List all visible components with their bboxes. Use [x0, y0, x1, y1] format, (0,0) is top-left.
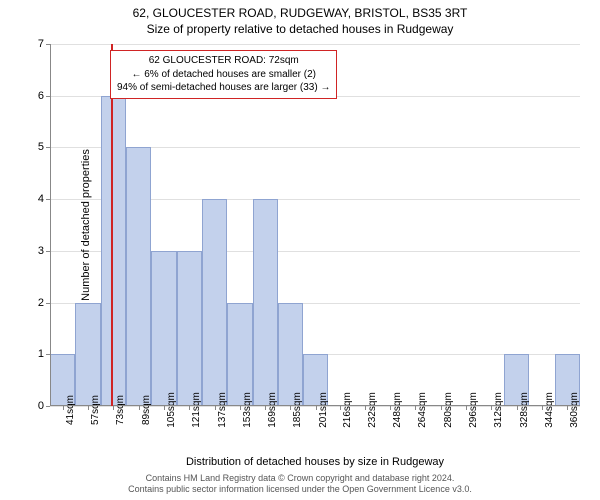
bar — [126, 147, 151, 406]
x-tick-label: 201sqm — [316, 392, 329, 428]
info-box-line-1: ← 6% of detached houses are smaller (2) — [117, 68, 330, 82]
x-tick-label: 89sqm — [139, 395, 152, 425]
x-tick-label: 280sqm — [441, 392, 454, 428]
title-main: 62, GLOUCESTER ROAD, RUDGEWAY, BRISTOL, … — [0, 0, 600, 20]
info-box: 62 GLOUCESTER ROAD: 72sqm← 6% of detache… — [110, 50, 337, 99]
y-axis-line — [50, 44, 51, 406]
x-tick-label: 360sqm — [567, 392, 580, 428]
x-tick-label: 344sqm — [542, 392, 555, 428]
bar — [227, 303, 252, 406]
x-tick-label: 153sqm — [240, 392, 253, 428]
y-axis-title: Number of detached properties — [80, 149, 92, 301]
y-tick-label: 3 — [38, 245, 44, 257]
x-tick-label: 232sqm — [365, 392, 378, 428]
x-tick-label: 185sqm — [290, 392, 303, 428]
x-tick-label: 328sqm — [517, 392, 530, 428]
x-tick-label: 312sqm — [491, 392, 504, 428]
y-tick-label: 4 — [38, 193, 44, 205]
bar — [151, 251, 176, 406]
bar — [278, 303, 303, 406]
footer: Contains HM Land Registry data © Crown c… — [0, 473, 600, 496]
plot-area: 0123456741sqm57sqm73sqm89sqm105sqm121sqm… — [50, 44, 580, 406]
bar — [202, 199, 227, 406]
bar — [253, 199, 278, 406]
y-tick-mark — [46, 406, 50, 407]
footer-line-2: Contains public sector information licen… — [0, 484, 600, 496]
x-tick-label: 41sqm — [63, 395, 76, 425]
x-tick-label: 248sqm — [390, 392, 403, 428]
bar — [101, 96, 126, 406]
bar — [75, 303, 100, 406]
y-tick-label: 0 — [38, 400, 44, 412]
chart: 0123456741sqm57sqm73sqm89sqm105sqm121sqm… — [50, 44, 580, 406]
x-tick-label: 73sqm — [113, 395, 126, 425]
title-sub: Size of property relative to detached ho… — [0, 20, 600, 36]
x-tick-label: 216sqm — [340, 392, 353, 428]
x-axis-line — [50, 405, 580, 406]
y-tick-label: 6 — [38, 90, 44, 102]
bar — [177, 251, 202, 406]
x-tick-label: 121sqm — [189, 392, 202, 428]
x-tick-label: 296sqm — [466, 392, 479, 428]
info-box-line-2: 94% of semi-detached houses are larger (… — [117, 81, 330, 95]
x-tick-label: 105sqm — [164, 392, 177, 428]
gridline — [50, 44, 580, 45]
y-tick-label: 1 — [38, 348, 44, 360]
y-tick-label: 2 — [38, 297, 44, 309]
x-tick-label: 137sqm — [215, 392, 228, 428]
footer-line-1: Contains HM Land Registry data © Crown c… — [0, 473, 600, 485]
y-tick-label: 5 — [38, 141, 44, 153]
y-tick-label: 7 — [38, 38, 44, 50]
x-tick-label: 169sqm — [265, 392, 278, 428]
x-axis-title: Distribution of detached houses by size … — [186, 456, 444, 468]
x-tick-label: 57sqm — [88, 395, 101, 425]
info-box-line-0: 62 GLOUCESTER ROAD: 72sqm — [117, 54, 330, 68]
x-tick-label: 264sqm — [415, 392, 428, 428]
